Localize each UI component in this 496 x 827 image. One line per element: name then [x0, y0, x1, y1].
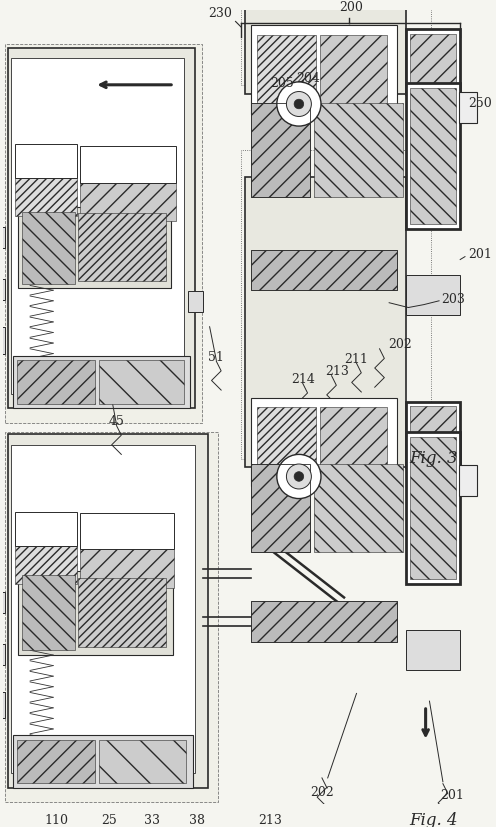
Bar — [0, 591, 5, 613]
Text: 25: 25 — [101, 815, 117, 827]
Bar — [187, 291, 203, 313]
Text: 33: 33 — [144, 815, 160, 827]
Bar — [251, 103, 310, 197]
Bar — [251, 250, 397, 290]
Bar — [80, 513, 174, 549]
Circle shape — [294, 99, 304, 109]
Text: 205: 205 — [270, 77, 294, 90]
Text: 211: 211 — [345, 352, 369, 366]
Bar — [406, 433, 460, 584]
Bar — [8, 48, 195, 409]
Bar — [459, 93, 477, 123]
Bar — [410, 34, 456, 89]
Bar — [410, 437, 456, 579]
Bar — [251, 103, 310, 197]
Text: 213: 213 — [325, 365, 349, 378]
Circle shape — [286, 464, 311, 489]
Bar — [11, 58, 184, 394]
Bar — [314, 103, 403, 197]
Text: 45: 45 — [109, 415, 124, 428]
Bar — [5, 433, 218, 802]
Bar — [17, 361, 95, 404]
Bar — [251, 26, 397, 113]
Text: 201: 201 — [440, 790, 464, 802]
Bar — [18, 571, 173, 655]
Bar — [13, 356, 190, 409]
Text: 203: 203 — [441, 294, 465, 306]
Bar — [13, 734, 193, 787]
Bar — [406, 29, 460, 94]
Bar — [11, 445, 195, 773]
Bar — [251, 464, 310, 552]
Bar — [251, 250, 397, 290]
Text: 202: 202 — [388, 338, 412, 351]
Text: 204: 204 — [297, 72, 320, 85]
Bar — [78, 213, 167, 280]
Text: Fig. 3: Fig. 3 — [409, 450, 458, 466]
Circle shape — [294, 471, 304, 481]
Bar — [320, 408, 387, 476]
Text: 38: 38 — [189, 815, 205, 827]
Text: 213: 213 — [258, 815, 282, 827]
Bar — [78, 578, 167, 648]
Bar — [0, 279, 5, 300]
Bar — [99, 361, 184, 404]
Bar — [0, 691, 5, 719]
Text: 250: 250 — [468, 98, 492, 111]
Circle shape — [277, 454, 321, 499]
Text: 201: 201 — [468, 248, 492, 261]
Bar — [5, 44, 202, 423]
Bar — [406, 630, 460, 671]
Bar — [406, 83, 460, 229]
Text: Fig. 4: Fig. 4 — [409, 811, 458, 827]
Bar — [314, 464, 403, 552]
Bar — [80, 146, 176, 183]
Bar — [256, 408, 316, 476]
Text: 202: 202 — [310, 786, 334, 799]
Bar — [410, 406, 456, 462]
Bar — [459, 465, 477, 495]
Bar — [22, 576, 75, 650]
Bar — [251, 601, 397, 642]
Bar — [15, 145, 77, 178]
Text: 200: 200 — [339, 1, 363, 14]
Text: 110: 110 — [44, 815, 68, 827]
Circle shape — [286, 92, 311, 117]
Bar — [410, 88, 456, 224]
Bar — [0, 643, 5, 665]
Bar — [251, 464, 310, 552]
Bar — [80, 545, 174, 588]
Bar — [406, 402, 460, 467]
Bar — [0, 227, 5, 248]
Text: 214: 214 — [291, 373, 314, 386]
Bar — [245, 177, 406, 467]
Bar — [22, 212, 75, 284]
Bar — [15, 178, 77, 217]
Text: 51: 51 — [208, 351, 224, 364]
Bar — [18, 207, 171, 289]
Bar — [251, 398, 397, 486]
Bar — [251, 601, 397, 642]
Bar — [0, 327, 5, 354]
Bar — [15, 512, 77, 546]
Bar — [320, 35, 387, 104]
Bar — [406, 275, 460, 315]
Bar — [241, 0, 432, 85]
Bar — [256, 35, 316, 104]
Text: 230: 230 — [208, 7, 232, 20]
Bar — [80, 178, 176, 221]
Bar — [17, 739, 95, 782]
Bar — [8, 434, 208, 787]
Bar — [241, 150, 432, 459]
Bar — [245, 0, 406, 94]
Bar — [15, 546, 77, 584]
Bar — [99, 739, 186, 782]
Circle shape — [277, 82, 321, 126]
